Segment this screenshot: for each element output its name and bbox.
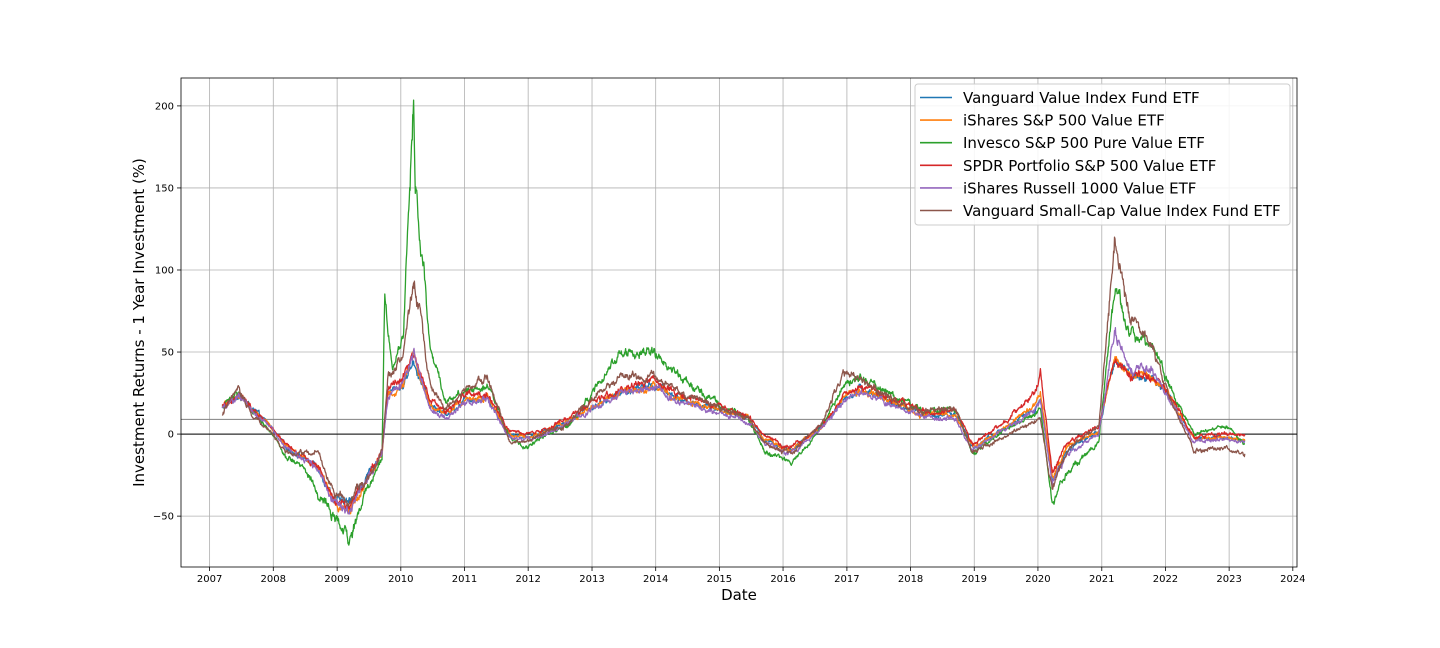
x-tick-label: 2009 (324, 574, 349, 585)
x-tick-label: 2023 (1216, 574, 1241, 585)
y-tick-label: 0 (168, 430, 174, 441)
plot-frame (180, 77, 1298, 568)
legend-label: iShares S&P 500 Value ETF (963, 112, 1165, 130)
series-lines (221, 99, 1246, 546)
x-tick-label: 2022 (1153, 574, 1178, 585)
x-axis-ticks: 2007 2008 2009 2010 2011 2012 2013 2014 2015 2016… (197, 567, 1306, 585)
legend-box (914, 83, 1291, 226)
x-tick-label: 2017 (834, 574, 859, 585)
y-axis-title: Investment Returns - 1 Year Investment (… (130, 158, 148, 487)
y-tick-label: 150 (155, 183, 174, 194)
legend-label: SPDR Portfolio S&P 500 Value ETF (963, 157, 1216, 175)
y-tick-label: −50 (153, 512, 174, 523)
x-tick-label: 2007 (197, 574, 222, 585)
x-tick-label: 2018 (898, 574, 923, 585)
series-line (221, 327, 1246, 515)
x-tick-label: 2008 (261, 574, 286, 585)
x-tick-label: 2010 (388, 574, 413, 585)
x-tick-label: 2016 (770, 574, 795, 585)
y-axis-ticks: −50 0 50 100 150 200 (153, 101, 181, 523)
series-line (221, 236, 1246, 508)
x-tick-label: 2013 (579, 574, 604, 585)
series-line (221, 349, 1246, 515)
x-tick-label: 2019 (962, 574, 987, 585)
y-tick-label: 50 (161, 348, 174, 359)
x-axis-title: Date (721, 586, 757, 604)
legend-label: Vanguard Value Index Fund ETF (963, 89, 1200, 107)
legend-label: Vanguard Small-Cap Value Index Fund ETF (963, 202, 1281, 220)
x-tick-label: 2020 (1025, 574, 1050, 585)
legend: Vanguard Value Index Fund ETF iShares S&P… (914, 83, 1291, 226)
x-tick-label: 2015 (707, 574, 732, 585)
x-tick-label: 2012 (515, 574, 540, 585)
x-tick-label: 2024 (1280, 574, 1305, 585)
x-tick-label: 2014 (643, 574, 668, 585)
x-tick-label: 2021 (1089, 574, 1114, 585)
x-tick-label: 2011 (452, 574, 477, 585)
y-tick-label: 200 (155, 101, 174, 112)
legend-label: iShares Russell 1000 Value ETF (963, 179, 1196, 197)
legend-label: Invesco S&P 500 Pure Value ETF (963, 134, 1205, 152)
y-tick-label: 100 (155, 265, 174, 276)
